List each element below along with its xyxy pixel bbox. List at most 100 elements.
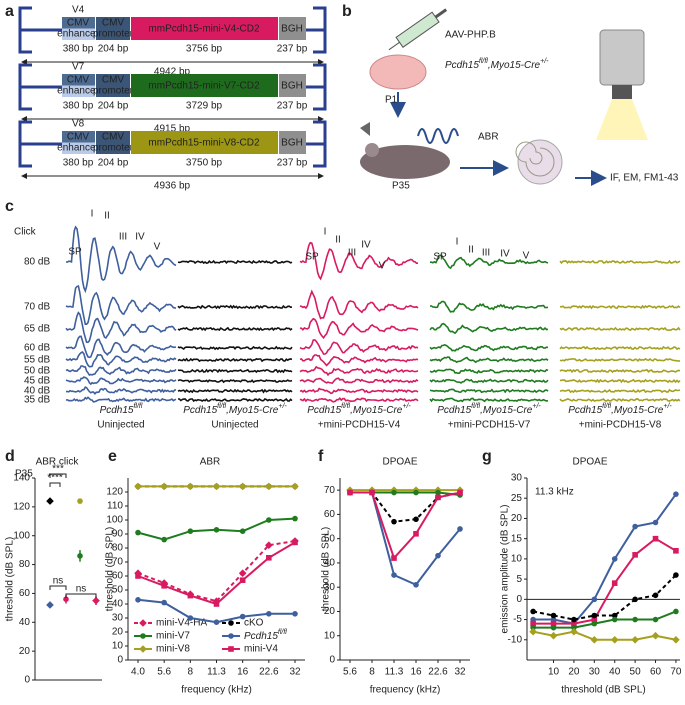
- point: [611, 556, 618, 562]
- point: [591, 596, 598, 603]
- point: [632, 552, 638, 558]
- enhancer-label: CMV: [67, 18, 90, 29]
- abr-trace: [177, 379, 293, 384]
- abr-trace: [559, 388, 681, 394]
- abr-trace: [65, 311, 177, 344]
- point: [435, 494, 441, 501]
- point: [413, 581, 419, 588]
- polya-box: [279, 131, 306, 154]
- column-genotype-part: ,Myo15-Cre: [226, 405, 279, 416]
- point: [591, 612, 598, 619]
- y-tick-label: 60: [19, 588, 31, 599]
- abr-trace: [559, 345, 681, 351]
- panel-label: b: [342, 3, 352, 20]
- point: [238, 569, 247, 577]
- abr-trace: [177, 326, 293, 332]
- size-label: 204 bp: [98, 101, 129, 112]
- point: [291, 482, 299, 491]
- enhancer-label: enhancer: [57, 29, 99, 40]
- abr-trace: [429, 388, 549, 394]
- series-line: [137, 541, 296, 606]
- chart-title: DPOAE: [572, 457, 607, 468]
- point: [265, 482, 273, 491]
- y-tick-label: 40: [112, 599, 124, 610]
- point: [673, 491, 679, 497]
- point: [160, 482, 168, 491]
- y-tick-label: 50: [324, 533, 336, 544]
- point: [239, 528, 246, 534]
- gene-label: mmPcdh15-mini-V7-CD2: [148, 81, 260, 92]
- level-label: 60 dB: [24, 343, 50, 354]
- y-tick-label: 10: [324, 630, 336, 641]
- abr-trace: [65, 396, 177, 403]
- point: [92, 596, 100, 605]
- x-tick-label: 40: [609, 667, 621, 678]
- x-tick-label: 16: [410, 667, 422, 678]
- point: [391, 555, 397, 561]
- peak-label: III: [119, 232, 127, 243]
- stimulus-label: Click: [14, 227, 37, 238]
- point: [413, 531, 419, 537]
- point: [134, 482, 142, 491]
- peak-label: SP: [68, 247, 82, 258]
- y-axis-label: threshold (dB SPL): [321, 527, 332, 612]
- syringe-barrel: [395, 11, 440, 48]
- x-axis-label: threshold (dB SPL): [561, 685, 646, 696]
- abr-trace: [65, 350, 177, 368]
- point: [632, 616, 638, 623]
- point: [347, 489, 353, 496]
- point: [292, 611, 298, 617]
- chart-title: DPOAE: [382, 457, 417, 468]
- genotype-label-part: ,Myo15-Cre: [488, 60, 541, 71]
- size-label: 204 bp: [98, 158, 129, 169]
- light-cone: [596, 99, 648, 140]
- abr-trace: [65, 225, 177, 294]
- point: [590, 635, 599, 644]
- enhancer-box: [62, 74, 95, 86]
- point: [550, 612, 557, 619]
- polya-box: [279, 17, 306, 40]
- promoter-label: CMV: [102, 18, 125, 29]
- point: [631, 635, 639, 644]
- abr-trace: [429, 378, 549, 384]
- y-tick-label: 80: [112, 543, 124, 554]
- abr-trace: [177, 388, 293, 394]
- construct-name: V4: [72, 5, 85, 16]
- column-genotype-part: fl/fl: [217, 403, 226, 410]
- abr-trace: [559, 259, 681, 265]
- abr-trace: [299, 241, 418, 281]
- column-genotype-part: +/-: [532, 403, 541, 410]
- promoter-label: CMV: [102, 75, 125, 86]
- itr: [306, 63, 327, 111]
- peak-label: II: [468, 245, 474, 256]
- x-tick-label: 10: [548, 667, 560, 678]
- y-tick-label: 10: [511, 554, 523, 565]
- abr-trace: [65, 284, 177, 325]
- x-tick-label: 5.6: [157, 667, 171, 678]
- point: [549, 631, 558, 640]
- significance-bracket: [49, 473, 67, 478]
- legend-label: mini-V4: [244, 644, 278, 655]
- point: [530, 620, 536, 627]
- column-genotype-part: Pcdh15: [307, 405, 341, 416]
- sound-wave: [417, 128, 459, 144]
- y-axis-label: emission amplitude (dB SPL): [500, 505, 511, 634]
- column-genotype-part: fl/fl: [602, 403, 611, 410]
- y-tick-label: -10: [508, 634, 523, 645]
- abr-trace: [299, 289, 419, 320]
- panel-label: g: [482, 448, 492, 465]
- point: [213, 601, 220, 607]
- y-tick-label: 140: [13, 473, 30, 484]
- y-tick-label: 90: [112, 529, 124, 540]
- enhancer-box: [62, 142, 95, 154]
- significance-bracket: [49, 482, 61, 487]
- peak-label: III: [348, 248, 356, 259]
- point: [292, 539, 298, 546]
- point: [46, 497, 54, 505]
- column-genotype: Pcdh15fl/fl,Myo15-Cre+/-: [437, 403, 541, 415]
- point: [652, 616, 659, 623]
- point: [413, 516, 419, 523]
- abr-trace: [65, 386, 176, 396]
- size-label: 3729 bp: [186, 101, 223, 112]
